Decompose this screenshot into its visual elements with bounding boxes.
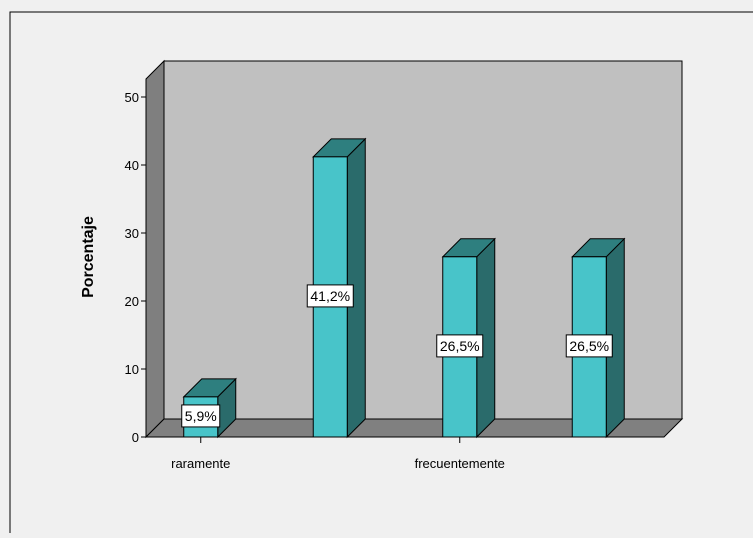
y-tick-label: 0 (132, 430, 139, 445)
data-label: 26,5% (569, 338, 609, 354)
y-axis-label: Porcentaje (80, 216, 97, 298)
side-wall (145, 59, 165, 439)
data-label: 26,5% (440, 338, 480, 354)
chart-frame (9, 11, 753, 533)
bar-group: 26,5% (565, 237, 626, 439)
bar-group: 41,2% (306, 137, 367, 439)
bar-group: 26,5% (436, 237, 496, 439)
data-label: 5,9% (185, 408, 217, 424)
data-label-box (306, 284, 354, 308)
y-tick-label: 20 (125, 294, 139, 309)
data-label-box (436, 334, 484, 358)
bar-group: 5,9% (181, 377, 237, 439)
y-tick-label: 40 (125, 158, 139, 173)
floor (144, 418, 684, 438)
data-label: 41,2% (310, 288, 350, 304)
data-label-box (181, 404, 221, 428)
y-tick-label: 50 (125, 90, 139, 105)
y-tick-label: 10 (125, 362, 139, 377)
x-tick-label: raramente (171, 456, 230, 471)
y-tick-label: 30 (125, 226, 139, 241)
x-tick-label: frecuentemente (415, 456, 505, 471)
data-label-box (565, 334, 613, 358)
